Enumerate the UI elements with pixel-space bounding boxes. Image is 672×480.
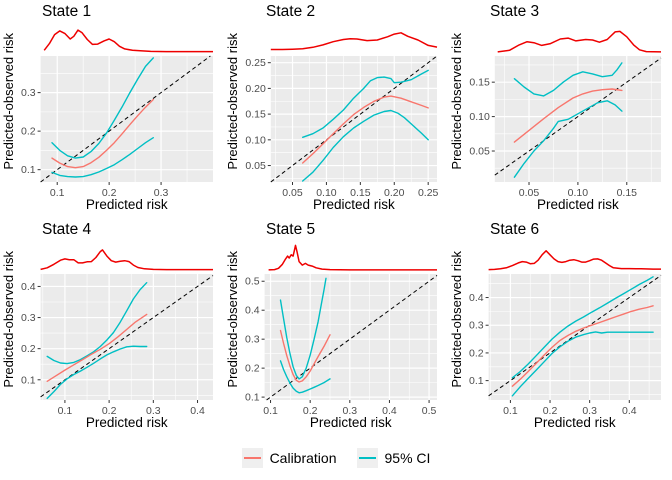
chart-canvas-state-1: 0.1 0.2 0.3 0.1 0.2 0.3 [21, 29, 213, 198]
svg-text:0.2: 0.2 [21, 343, 36, 355]
subplot-state-3: State 3 Predicted-observed risk 0.05 0.10… [448, 0, 672, 218]
svg-text:0.1: 0.1 [503, 405, 518, 416]
svg-text:0.2: 0.2 [245, 363, 260, 375]
svg-text:0.5: 0.5 [245, 276, 260, 288]
plot-title: State 1 [42, 3, 92, 20]
svg-text:0.3: 0.3 [582, 405, 597, 416]
subplot-state-4: State 4 Predicted-observed risk 0.1 0.2 0.… [0, 218, 224, 436]
legend-key-95ci [356, 448, 378, 468]
x-axis-label: Predicted risk [85, 415, 168, 430]
svg-text:0.10: 0.10 [568, 187, 589, 198]
svg-text:0.05: 0.05 [469, 146, 490, 158]
svg-text:0.10: 0.10 [245, 134, 266, 146]
svg-text:0.1: 0.1 [21, 374, 36, 386]
subplot-state-6: State 6 Predicted-observed risk 0.1 0.2 0.… [448, 218, 672, 436]
x-axis-label: Predicted risk [313, 197, 395, 212]
svg-text:0.15: 0.15 [469, 77, 490, 89]
calibration-line-swatch [243, 457, 261, 459]
svg-text:0.3: 0.3 [154, 187, 169, 198]
svg-text:0.2: 0.2 [469, 347, 484, 359]
svg-text:0.1: 0.1 [58, 405, 73, 416]
svg-text:0.3: 0.3 [21, 312, 36, 324]
svg-text:0.3: 0.3 [469, 320, 484, 332]
legend-item-calibration: Calibration [241, 448, 337, 468]
legend-item-95ci: 95% CI [356, 448, 431, 468]
svg-text:0.25: 0.25 [245, 57, 266, 69]
svg-text:0.4: 0.4 [622, 405, 637, 416]
svg-text:0.10: 0.10 [316, 187, 337, 198]
svg-text:0.3: 0.3 [21, 87, 36, 99]
svg-text:0.2: 0.2 [21, 126, 36, 138]
plot-title: State 6 [490, 221, 540, 238]
svg-text:0.15: 0.15 [350, 187, 371, 198]
plot-title: State 3 [490, 3, 540, 20]
svg-text:0.1: 0.1 [50, 187, 65, 198]
svg-text:0.2: 0.2 [303, 405, 318, 416]
svg-text:0.2: 0.2 [102, 405, 117, 416]
svg-text:0.05: 0.05 [519, 187, 540, 198]
svg-text:0.3: 0.3 [343, 405, 358, 416]
svg-text:0.4: 0.4 [21, 281, 36, 293]
chart-canvas-state-3: 0.05 0.10 0.15 0.05 0.10 0.15 [469, 30, 662, 198]
svg-text:0.1: 0.1 [263, 405, 278, 416]
svg-text:0.4: 0.4 [245, 305, 260, 317]
ci-line-swatch [358, 457, 376, 459]
legend: Calibration 95% CI [0, 436, 672, 480]
svg-text:0.4: 0.4 [382, 405, 397, 416]
plot-title: State 2 [266, 3, 316, 20]
svg-text:0.1: 0.1 [21, 164, 36, 176]
chart-canvas-state-2: 0.05 0.10 0.15 0.20 0.25 0.05 0.10 0.15 0.20 0.25 [245, 32, 439, 198]
legend-label: Calibration [269, 450, 337, 466]
chart-canvas-state-4: 0.1 0.2 0.3 0.4 0.1 0.2 0.3 0.4 [21, 249, 214, 416]
svg-text:0.20: 0.20 [245, 83, 266, 95]
svg-text:0.20: 0.20 [384, 187, 405, 198]
plot-title: State 5 [266, 221, 316, 238]
svg-text:0.2: 0.2 [543, 405, 558, 416]
svg-text:0.4: 0.4 [190, 405, 205, 416]
svg-text:0.2: 0.2 [102, 187, 117, 198]
x-axis-label: Predicted risk [309, 415, 392, 430]
svg-text:0.05: 0.05 [282, 187, 303, 198]
svg-text:0.05: 0.05 [245, 160, 266, 172]
svg-text:0.1: 0.1 [245, 392, 260, 404]
subplot-state-2: State 2 Predicted-observed risk 0.05 0.10… [224, 0, 448, 218]
svg-text:0.15: 0.15 [245, 109, 266, 121]
legend-label: 95% CI [384, 450, 431, 466]
x-axis-label: Predicted risk [533, 415, 616, 430]
chart-canvas-state-5: 0.1 0.2 0.3 0.4 0.5 0.1 0.2 0.3 0.4 0.5 [245, 244, 438, 416]
x-axis-label: Predicted risk [85, 197, 168, 212]
x-axis-label: Predicted risk [537, 197, 619, 212]
svg-text:0.3: 0.3 [245, 334, 260, 346]
subplot-state-1: State 1 Predicted-observed risk 0.1 0.2 0.… [0, 0, 224, 218]
svg-text:0.5: 0.5 [422, 405, 437, 416]
subplot-state-5: State 5 Predicted-observed risk 0.1 0.2 0.… [224, 218, 448, 436]
svg-text:0.4: 0.4 [469, 292, 484, 304]
svg-text:0.15: 0.15 [617, 187, 638, 198]
svg-text:0.10: 0.10 [469, 111, 490, 123]
legend-key-calibration [241, 448, 263, 468]
svg-text:0.1: 0.1 [469, 375, 484, 387]
chart-canvas-state-6: 0.1 0.2 0.3 0.4 0.1 0.2 0.3 0.4 [469, 250, 662, 416]
plot-title: State 4 [42, 221, 92, 238]
plot-grid: State 1 Predicted-observed risk 0.1 0.2 0.… [0, 0, 672, 436]
svg-text:0.25: 0.25 [418, 187, 439, 198]
svg-text:0.3: 0.3 [146, 405, 161, 416]
